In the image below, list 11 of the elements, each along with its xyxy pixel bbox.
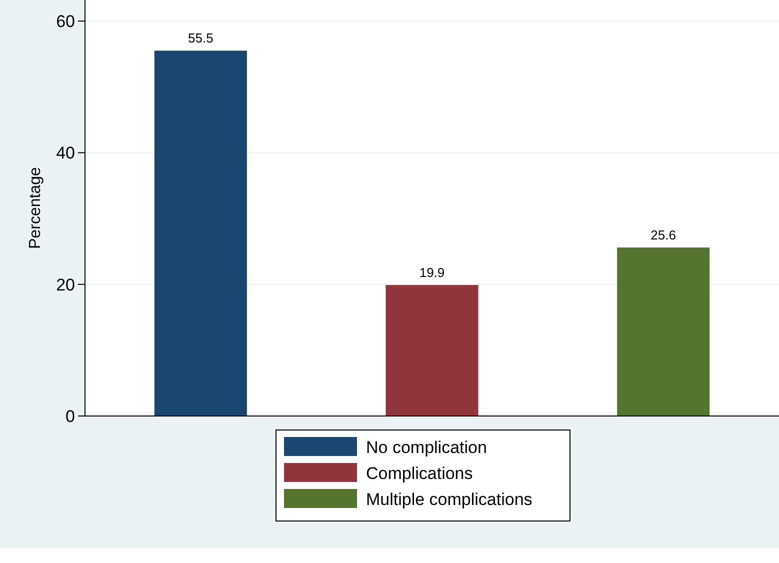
data-label: 25.6 <box>650 227 676 242</box>
y-tick-label: 40 <box>56 144 75 163</box>
y-tick-label: 20 <box>56 275 75 294</box>
legend-label: Multiple complications <box>366 490 532 509</box>
legend-label: Complications <box>366 464 473 483</box>
legend-label: No complication <box>366 438 487 457</box>
data-label: 19.9 <box>419 265 445 280</box>
y-axis-title: Percentage <box>27 166 44 249</box>
data-label: 55.5 <box>188 30 214 46</box>
y-tick-label: 0 <box>66 406 75 426</box>
y-tick-label: 60 <box>56 12 75 32</box>
